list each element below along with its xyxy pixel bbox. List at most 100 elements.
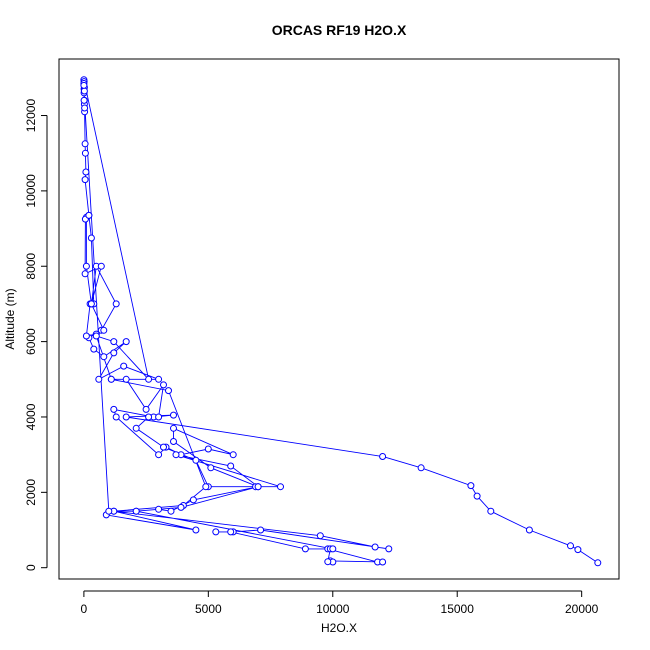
data-point: [170, 438, 177, 445]
data-point: [227, 528, 235, 536]
x-tick-label: 0: [81, 602, 88, 616]
data-point: [110, 405, 118, 413]
y-axis: 0 2000 4000 6000 8000 10000 12000: [24, 99, 48, 571]
data-point: [82, 332, 90, 340]
data-point: [132, 424, 140, 432]
data-point: [92, 332, 100, 340]
data-point: [122, 375, 130, 383]
data-point: [473, 492, 481, 500]
data-point: [80, 87, 88, 95]
data-point: [81, 270, 89, 278]
data-point: [324, 558, 332, 566]
data-point: [487, 507, 495, 515]
series-lines: [83, 79, 599, 564]
data-point: [100, 353, 108, 361]
data-point: [110, 338, 118, 346]
data-point: [81, 104, 89, 112]
data-point: [160, 381, 167, 389]
data-point: [177, 503, 185, 511]
data-point: [132, 507, 140, 515]
y-tick-label: 6000: [24, 328, 38, 355]
x-axis-label: H2O.X: [321, 621, 357, 635]
data-point: [257, 526, 265, 534]
data-point: [160, 443, 167, 451]
data-point: [192, 456, 200, 464]
data-point: [80, 81, 88, 89]
data-point: [95, 375, 103, 383]
data-point: [227, 462, 235, 470]
data-point: [112, 413, 120, 421]
data-point: [189, 496, 197, 504]
data-point: [172, 451, 180, 459]
data-point: [81, 176, 89, 184]
data-point: [417, 464, 425, 472]
y-tick-label: 4000: [24, 403, 38, 430]
y-tick-label: 2000: [24, 479, 38, 506]
series-points: [80, 76, 602, 567]
y-tick-label: 10000: [24, 174, 38, 208]
data-point: [316, 532, 324, 540]
data-point: [212, 528, 220, 536]
data-point: [87, 300, 95, 308]
data-point: [574, 546, 582, 554]
data-point: [105, 507, 113, 515]
data-point: [90, 345, 98, 353]
data-point: [81, 149, 89, 157]
data-point: [167, 507, 175, 515]
data-point: [467, 482, 475, 490]
data-point: [112, 300, 120, 308]
data-point: [385, 545, 393, 553]
data-point: [155, 451, 163, 459]
x-tick-label: 20000: [565, 602, 599, 616]
data-point: [82, 168, 90, 176]
data-point: [329, 545, 337, 553]
x-tick-label: 5000: [195, 602, 222, 616]
data-point: [371, 543, 379, 551]
data-point: [145, 375, 153, 383]
data-point: [170, 424, 177, 432]
series-line: [83, 79, 599, 564]
data-point: [594, 559, 602, 567]
data-point: [254, 483, 262, 491]
data-point: [155, 375, 163, 383]
data-point: [142, 405, 150, 413]
data-point: [379, 453, 387, 460]
data-point: [165, 387, 172, 395]
data-point: [100, 326, 108, 334]
data-point: [87, 234, 95, 242]
plot-frame: [58, 58, 620, 580]
data-point: [155, 413, 163, 421]
x-tick-label: 15000: [441, 602, 475, 616]
data-point: [277, 483, 284, 491]
y-tick-label: 8000: [24, 253, 38, 280]
data-point: [301, 545, 309, 553]
data-point: [85, 211, 93, 219]
data-point: [567, 542, 574, 550]
data-point: [229, 451, 237, 459]
data-point: [145, 413, 153, 421]
y-axis-label: Altitude (m): [3, 288, 17, 349]
data-point: [110, 349, 118, 357]
data-point: [155, 505, 163, 513]
data-point: [192, 526, 200, 534]
data-point: [525, 526, 533, 534]
x-tick-label: 10000: [316, 602, 350, 616]
y-tick-label: 0: [24, 564, 38, 571]
data-point: [81, 140, 89, 148]
data-point: [97, 262, 105, 270]
data-point: [122, 338, 130, 346]
data-point: [82, 262, 90, 270]
data-point: [80, 96, 88, 104]
data-point: [207, 464, 215, 472]
chart-title: ORCAS RF19 H2O.X: [272, 22, 407, 38]
data-point: [204, 445, 212, 453]
y-tick-label: 12000: [24, 99, 38, 133]
data-point: [107, 375, 115, 383]
data-point: [379, 558, 387, 566]
data-point: [202, 483, 210, 491]
data-point: [120, 362, 128, 370]
data-point: [170, 411, 177, 419]
x-axis: 0 5000 10000 15000 20000: [81, 590, 599, 616]
data-point: [122, 413, 130, 421]
